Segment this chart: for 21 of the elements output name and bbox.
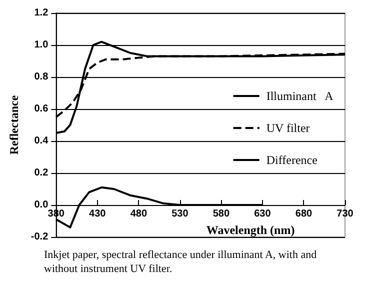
x-axis-title: Wavelength (nm) (206, 222, 295, 237)
legend-label: UV filter (266, 121, 310, 135)
x-tick-label: 430 (89, 208, 106, 220)
y-tick-label: 1.0 (34, 40, 49, 50)
legend-label: Illuminant A (266, 89, 334, 103)
y-axis-title: Reflectance (7, 94, 21, 155)
x-tick-label: 580 (212, 208, 230, 220)
x-tick-label: 680 (295, 208, 313, 220)
y-tick-label: 1.2 (34, 8, 49, 18)
y-tick-label: 0.8 (34, 72, 49, 82)
y-tick-label: -0.2 (30, 232, 49, 242)
y-tick-label: 0.6 (34, 104, 49, 114)
x-tick-label: 530 (172, 208, 189, 220)
y-tick-label: 0.2 (34, 168, 49, 178)
legend-label: Difference (266, 153, 318, 167)
y-tick-label: 0.0 (34, 200, 49, 210)
text: Inkjet paper, spectral reflectance under illuminant A, with and without instrument UV filter. (44, 249, 320, 275)
x-tick-label: 730 (336, 208, 354, 220)
x-tick-label: 630 (254, 208, 272, 220)
x-tick-label: 480 (130, 208, 148, 220)
y-tick-label: 0.4 (34, 136, 49, 146)
